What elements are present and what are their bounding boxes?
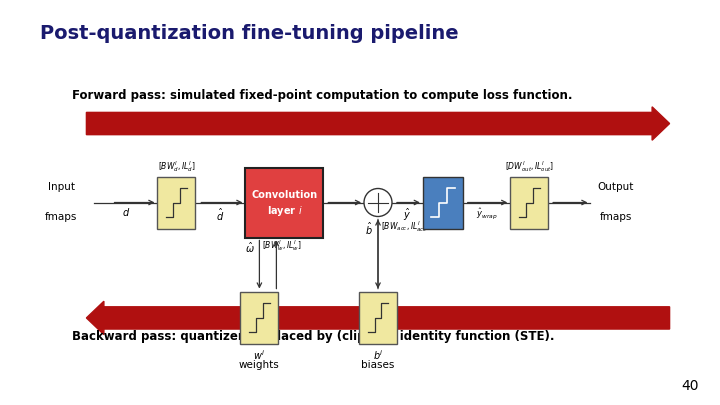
- Bar: [240, 292, 279, 343]
- Bar: [246, 168, 323, 237]
- Text: Convolution: Convolution: [251, 190, 318, 200]
- Polygon shape: [86, 107, 670, 140]
- Text: Forward pass: simulated fixed-point computation to compute loss function.: Forward pass: simulated fixed-point comp…: [72, 89, 572, 102]
- Text: $\hat{y}$: $\hat{y}$: [403, 207, 411, 223]
- Text: $w^i$: $w^i$: [253, 348, 266, 362]
- Text: weights: weights: [239, 360, 280, 369]
- Text: $[BW^l_w, IL^l_w]$: $[BW^l_w, IL^l_w]$: [262, 238, 302, 253]
- Text: $\hat{d}$: $\hat{d}$: [216, 207, 225, 223]
- Bar: [510, 177, 548, 228]
- Polygon shape: [86, 301, 670, 335]
- Text: Input: Input: [48, 183, 75, 192]
- Circle shape: [364, 188, 392, 217]
- Text: biases: biases: [361, 360, 395, 369]
- Text: Output: Output: [598, 183, 634, 192]
- Bar: [423, 177, 463, 228]
- Text: $[BW_{acc}, IL^l_{acc}]$: $[BW_{acc}, IL^l_{acc}]$: [381, 219, 431, 234]
- Text: $\hat{b}$: $\hat{b}$: [365, 220, 373, 237]
- Text: layer $i$: layer $i$: [266, 203, 302, 217]
- Text: $b^i$: $b^i$: [372, 348, 384, 362]
- Text: $\hat{\omega}$: $\hat{\omega}$: [245, 241, 254, 255]
- Text: $d$: $d$: [122, 207, 130, 219]
- Text: Post-quantization fine-tuning pipeline: Post-quantization fine-tuning pipeline: [40, 24, 458, 43]
- Text: fmaps: fmaps: [600, 213, 631, 222]
- Text: fmaps: fmaps: [45, 213, 77, 222]
- Text: $\hat{y}_{wrap}$: $\hat{y}_{wrap}$: [476, 207, 498, 221]
- Text: $[DW^l_{out}, IL^l_{out}]$: $[DW^l_{out}, IL^l_{out}]$: [505, 159, 554, 173]
- Bar: [359, 292, 397, 343]
- Text: 40: 40: [681, 379, 698, 393]
- Text: $[BW^l_d, IL^l_d]$: $[BW^l_d, IL^l_d]$: [158, 159, 195, 173]
- Bar: [158, 177, 195, 228]
- Text: Backward pass: quantizers replaced by (clipped) identity function (STE).: Backward pass: quantizers replaced by (c…: [72, 330, 554, 343]
